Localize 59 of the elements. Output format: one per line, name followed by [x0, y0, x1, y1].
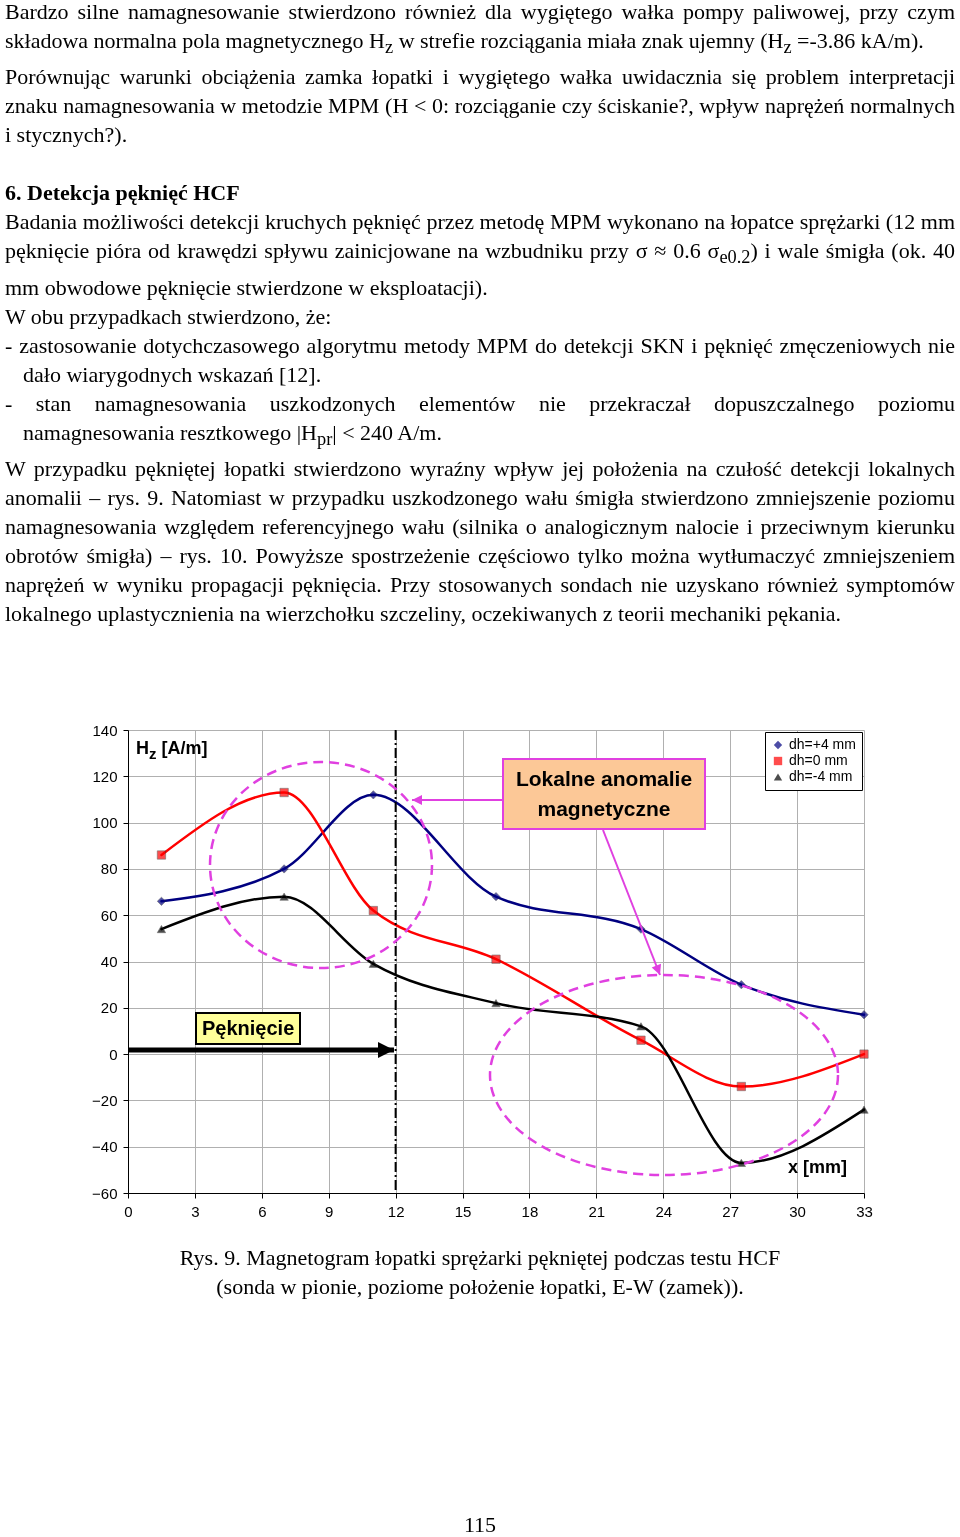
- text: - zastosowanie dotychczasowego algorytmu metody MPM do detekcji SKN i pęknięć zmęczeniowych nie dało wiarygodnych wskazań [12].: [5, 331, 955, 389]
- y-tick-label: 20: [100, 999, 118, 1017]
- y-tick-label: −60: [92, 1184, 118, 1202]
- legend-label: dh=+4 mm: [789, 736, 856, 752]
- x-tick-label: 21: [588, 1202, 606, 1220]
- x-axis-title: x [mm]: [788, 1157, 848, 1178]
- point: [736, 1082, 746, 1091]
- point: [156, 925, 166, 934]
- y-tick-label: −20: [92, 1091, 118, 1109]
- point: [636, 1022, 646, 1031]
- text: Porównując warunki obciążenia zamka łopatki i wygiętego wałka uwidacznia się problem interpretacji znaku namagnesowania w metodzie MPM (H < 0: rozciąganie czy ściskanie?, wpływ naprężeń normalnych i stycznych?).: [5, 63, 955, 150]
- point: [368, 906, 378, 916]
- point: [859, 1049, 869, 1059]
- text: W obu przypadkach stwierdzono, że:: [5, 302, 333, 331]
- y-tick-label: 0: [109, 1045, 118, 1063]
- point: [491, 954, 501, 964]
- point: [368, 959, 378, 968]
- x-tick-label: 18: [521, 1202, 539, 1220]
- x-tick-label: 6: [258, 1202, 267, 1220]
- point: [859, 1010, 869, 1020]
- point: [156, 850, 166, 860]
- y-axis-title: H$_{z}$ [A/m]: [136, 738, 208, 762]
- x-tick-label: 3: [191, 1202, 200, 1220]
- text: 115: [462, 1512, 498, 1537]
- text: Bardzo silne namagnesowanie stwierdzono również dla wygiętego wałka pompy paliwowej, przy czym składowa normalna pola magnetycznego H$_{z}$ w strefie rozciągania miała znak ujemny (H$_{z}$ =-3.86 kA/m).: [5, 0, 955, 60]
- x-tick-label: 33: [856, 1202, 873, 1220]
- point: [279, 788, 289, 797]
- point: [156, 896, 166, 906]
- point: [859, 1105, 869, 1114]
- point: [279, 864, 289, 874]
- y-tick-label: 60: [100, 906, 118, 924]
- y-tick-label: 100: [92, 814, 118, 832]
- point: [491, 999, 501, 1008]
- x-tick-label: 15: [454, 1202, 472, 1220]
- point: [491, 892, 501, 902]
- y-tick-label: 120: [92, 767, 118, 785]
- y-tick-label: 40: [100, 953, 118, 970]
- x-tick-label: 0: [124, 1202, 133, 1220]
- y-tick-label: 140: [92, 721, 118, 739]
- annotation: Pęknięcie: [195, 1012, 302, 1045]
- text: Rys. 9. Magnetogram łopatki sprężarki pękniętej podczas testu HCF (sonda w pionie, poziome położenie łopatki, E-W (zamek)).: [178, 1244, 782, 1301]
- y-tick-label: 80: [100, 860, 118, 878]
- text: Badania możliwości detekcji kruchych pęknięć przez metodę MPM wykonano na łopatce sprężarki (12 mm pęknięcie pióra od krawędzi spływu zainicjowane na wzbudniku przy σ ≈ 0.6 σ$_{e0.2}$) i wale śmigła (ok. 40 mm obwodowe pęknięcie stwierdzone w eksploatacji).: [5, 209, 955, 300]
- point: [636, 1035, 646, 1045]
- point: [736, 1158, 746, 1167]
- point: [368, 790, 378, 800]
- x-tick-label: 24: [655, 1202, 673, 1220]
- point: [279, 892, 289, 901]
- x-tick-label: 12: [387, 1202, 405, 1220]
- x-tick-label: 30: [789, 1202, 806, 1220]
- x-tick-label: 9: [325, 1202, 334, 1220]
- text: W przypadku pękniętej łopatki stwierdzono wyraźny wpływ jej położenia na czułość detekcji lokalnych anomalii – rys. 9. Natomiast w przypadku uszkodzonego wału śmigła stwierdzono zmniejszenie poziomu namagnesowania względem referencyjnego wału (silnika o analogicznym nalocie i przeciwnym kierunku obrotów śmigła) – rys. 10. Powyższe spostrzeżenie częściowo tylko można wytłumaczyć zmniejszeniem naprężeń w wyniku propagacji pęknięcia. Przy stosowanych sondach nie uzyskano również symptomów lokalnego uplastycznienia na wierzchołku szczeliny, oczekiwanych z teorii mechaniki pękania.: [5, 455, 955, 629]
- x-tick-label: 27: [722, 1202, 740, 1220]
- y-tick-label: −40: [92, 1138, 118, 1156]
- legend-label: dh=0 mm: [789, 752, 848, 768]
- legend-label: dh=-4 mm: [789, 768, 853, 784]
- text: - stan namagnesowania uszkodzonych elementów nie przekraczał dopuszczalnego poziomu namagnesowania resztkowego |H$_{pr}$| < 240 A/m.: [5, 389, 955, 452]
- annotation: Lokalne anomalie magnetyczne: [502, 758, 706, 830]
- text: 6. Detekcja pęknięć HCF: [5, 179, 241, 208]
